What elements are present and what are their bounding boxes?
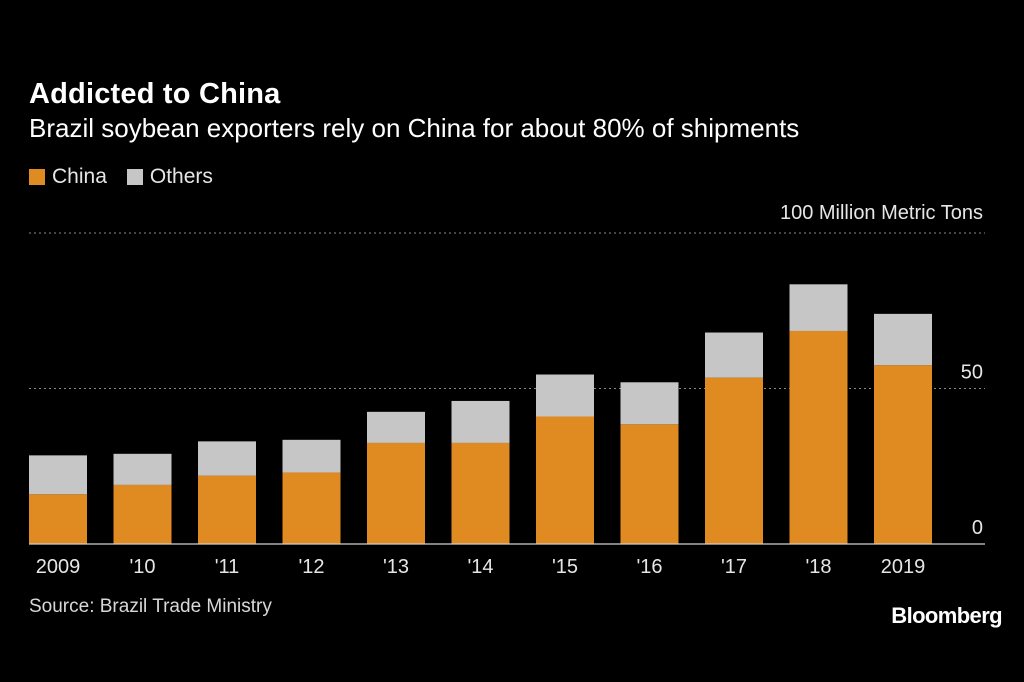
x-tick-label: '15 bbox=[552, 556, 578, 578]
x-tick-label: '12 bbox=[298, 556, 324, 578]
bar-others-1 bbox=[113, 453, 172, 485]
bar-china-7 bbox=[620, 424, 679, 544]
bar-china-10 bbox=[874, 365, 932, 544]
legend-label-others: Others bbox=[149, 165, 213, 188]
bar-others-4 bbox=[367, 411, 425, 443]
bar-china-6 bbox=[536, 416, 594, 544]
bar-china-0 bbox=[29, 494, 87, 544]
bar-china-4 bbox=[367, 442, 425, 544]
x-tick-label: 2009 bbox=[36, 556, 81, 578]
bar-others-10 bbox=[874, 313, 932, 366]
x-tick-label: '16 bbox=[636, 556, 662, 578]
bloomberg-logo: Bloomberg bbox=[891, 603, 1002, 628]
bar-others-6 bbox=[536, 374, 594, 417]
legend-swatch-others bbox=[126, 169, 143, 185]
bar-china-9 bbox=[789, 330, 848, 544]
bar-china-3 bbox=[282, 472, 341, 544]
bar-others-2 bbox=[198, 441, 256, 476]
legend-swatch-china bbox=[29, 169, 45, 185]
x-tick-label: '17 bbox=[721, 556, 747, 578]
bar-others-9 bbox=[789, 284, 848, 331]
chart-subtitle: Brazil soybean exporters rely on China f… bbox=[29, 113, 800, 143]
y-axis-unit-label: 100 Million Metric Tons bbox=[780, 202, 983, 224]
bar-china-1 bbox=[113, 484, 172, 544]
x-tick-label: 2019 bbox=[881, 556, 926, 578]
bar-china-8 bbox=[705, 377, 763, 544]
x-tick-label: '10 bbox=[129, 556, 155, 578]
y-tick-label: 0 bbox=[972, 517, 983, 539]
bar-others-0 bbox=[29, 455, 87, 495]
bar-china-5 bbox=[451, 442, 510, 544]
x-tick-label: '11 bbox=[215, 556, 240, 578]
source-note: Source: Brazil Trade Ministry bbox=[29, 596, 272, 617]
legend: China Others bbox=[29, 165, 233, 189]
chart-title: Addicted to China bbox=[29, 78, 281, 110]
bar-others-8 bbox=[705, 332, 763, 378]
bar-others-7 bbox=[620, 382, 679, 425]
x-tick-label: '14 bbox=[467, 556, 493, 578]
legend-item-others: Others bbox=[126, 165, 213, 189]
legend-label-china: China bbox=[52, 165, 107, 188]
bar-others-3 bbox=[282, 439, 341, 473]
x-tick-label: '18 bbox=[805, 556, 831, 578]
legend-item-china: China bbox=[29, 165, 107, 189]
bar-others-5 bbox=[451, 400, 510, 443]
x-tick-label: '13 bbox=[383, 556, 409, 578]
y-tick-label: 50 bbox=[961, 362, 983, 384]
bar-china-2 bbox=[198, 475, 256, 544]
